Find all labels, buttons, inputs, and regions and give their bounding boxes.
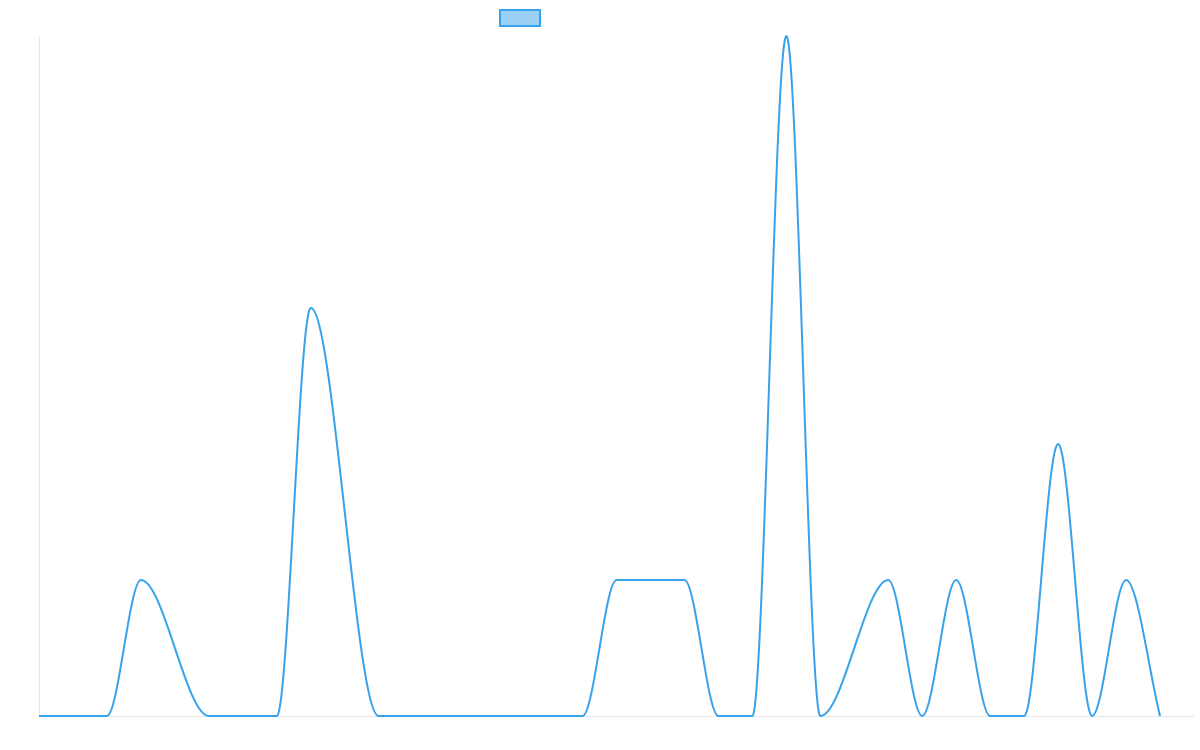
data-point-0-14[interactable] — [749, 713, 755, 719]
data-point-0-0[interactable] — [36, 713, 42, 719]
data-point-0-18[interactable] — [919, 713, 925, 719]
data-point-0-21[interactable] — [1021, 713, 1027, 719]
data-point-0-20[interactable] — [987, 713, 993, 719]
data-point-0-24[interactable] — [1123, 577, 1129, 583]
data-point-0-7[interactable] — [410, 713, 416, 719]
legend-swatch[interactable] — [499, 9, 541, 27]
legend[interactable] — [499, 9, 541, 27]
data-point-0-1[interactable] — [104, 713, 110, 719]
data-point-0-17[interactable] — [885, 577, 891, 583]
data-point-0-23[interactable] — [1089, 713, 1095, 719]
data-point-0-3[interactable] — [206, 713, 212, 719]
data-point-0-13[interactable] — [715, 713, 721, 719]
data-point-0-11[interactable] — [614, 577, 620, 583]
data-point-0-5[interactable] — [308, 305, 314, 311]
data-point-0-9[interactable] — [512, 713, 518, 719]
data-point-0-6[interactable] — [376, 713, 382, 719]
data-point-0-25[interactable] — [1157, 713, 1163, 719]
data-point-0-4[interactable] — [274, 713, 280, 719]
series-line-0 — [39, 35, 1162, 718]
data-point-0-19[interactable] — [953, 577, 959, 583]
data-point-0-22[interactable] — [1055, 441, 1061, 447]
data-point-0-10[interactable] — [580, 713, 586, 719]
data-point-0-15[interactable] — [783, 33, 789, 39]
data-point-0-12[interactable] — [681, 577, 687, 583]
series-layer — [36, 33, 1163, 719]
data-point-0-16[interactable] — [817, 713, 823, 719]
data-point-0-8[interactable] — [478, 713, 484, 719]
data-point-0-2[interactable] — [138, 577, 144, 583]
